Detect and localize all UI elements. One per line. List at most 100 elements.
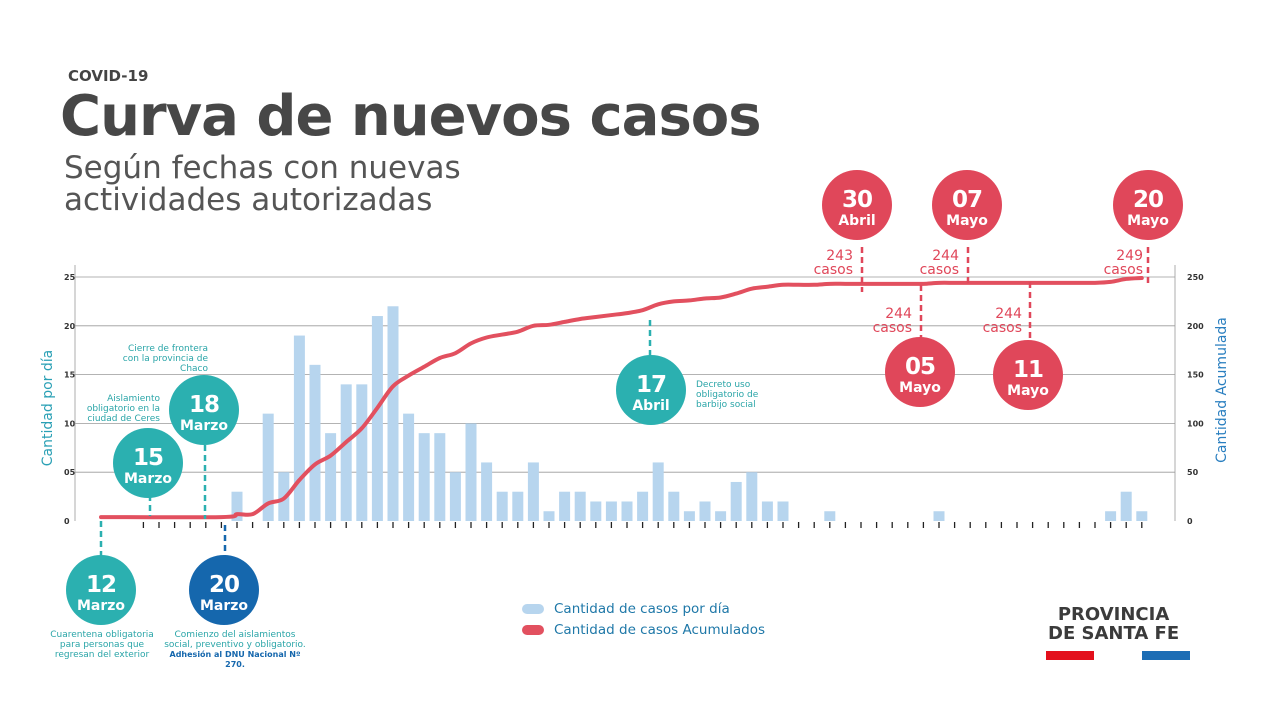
bar (231, 491, 243, 521)
event-05-mayo-circle (885, 337, 955, 407)
bar (715, 511, 727, 521)
bar (605, 501, 617, 521)
bar (652, 462, 664, 521)
bar (668, 491, 680, 521)
bar (434, 433, 446, 521)
note-12-marzo: Cuarentena obligatoria para personas que… (50, 630, 154, 660)
event-12-marzo-day: 12 (86, 572, 116, 598)
bar (418, 433, 430, 521)
event-20-mayo-day: 20 (1133, 187, 1163, 213)
y-tick-label: 05 (64, 468, 76, 477)
bar (543, 511, 555, 521)
bar (465, 423, 477, 521)
bar (449, 472, 461, 521)
bar (1120, 491, 1132, 521)
y-axis-title: Cantidad por día (40, 350, 56, 466)
casos-30-abril: 243 casos (813, 248, 853, 278)
bar (527, 462, 539, 521)
bar (293, 335, 305, 521)
bar (481, 462, 493, 521)
event-07-mayo-month: Mayo (946, 213, 988, 229)
y2-tick-label: 250 (1187, 273, 1204, 282)
y2-tick-label: 50 (1187, 468, 1199, 477)
note-17-abril: Decreto uso obligatorio de barbijo socia… (696, 380, 759, 410)
casos-05-mayo: 244 casos (872, 306, 912, 336)
casos-20-mayo: 249 casos (1103, 248, 1143, 278)
chart-subtitle: Según fechas con nuevas actividades auto… (64, 150, 461, 218)
bar (496, 491, 508, 521)
chart-title: Curva de nuevos casos (60, 84, 762, 149)
legend-item-cumulative: Cantidad de casos Acumulados (522, 619, 765, 641)
legend-swatch-daily (522, 604, 544, 614)
bar (512, 491, 524, 521)
legend-swatch-cumulative (522, 625, 544, 635)
bar (590, 501, 602, 521)
y2-tick-label: 200 (1187, 322, 1204, 331)
y2-tick-label: 150 (1187, 371, 1204, 380)
note-18-marzo: Cierre de frontera con la provincia de C… (122, 344, 208, 374)
note-20-marzo-text: Comienzo del aislamientos social, preven… (164, 630, 306, 650)
y-tick-label: 0 (64, 517, 70, 526)
note-20-marzo: Comienzo del aislamientos social, preven… (160, 630, 310, 670)
bar (730, 481, 742, 521)
y2-tick-label: 100 (1187, 419, 1204, 428)
bar (683, 511, 695, 521)
event-15-marzo-circle (113, 428, 183, 498)
event-20-marzo-month: Marzo (200, 598, 248, 614)
logo-blue-bar (1142, 651, 1190, 660)
event-15-marzo-day: 15 (133, 445, 163, 471)
bar (340, 384, 352, 521)
bar (356, 384, 368, 521)
bar (824, 511, 836, 521)
bar (761, 501, 773, 521)
bar (621, 501, 633, 521)
bar (777, 501, 789, 521)
event-05-mayo-day: 05 (905, 354, 935, 380)
bar (387, 306, 399, 521)
cumulative-line (99, 275, 1144, 520)
casos-11-mayo: 244 casos (982, 306, 1022, 336)
event-18-marzo-circle (169, 375, 239, 445)
event-30-abril-circle (822, 170, 892, 240)
bar (637, 491, 649, 521)
bar (574, 491, 586, 521)
y-tick-label: 10 (64, 419, 76, 428)
event-15-marzo-month: Marzo (124, 471, 172, 487)
event-07-mayo-circle (932, 170, 1002, 240)
event-11-mayo-circle (993, 340, 1063, 410)
event-30-abril-day: 30 (842, 187, 872, 213)
bar (746, 472, 758, 521)
bar (559, 491, 571, 521)
event-12-marzo-circle (66, 555, 136, 625)
bar (1136, 511, 1148, 521)
event-17-abril-circle (616, 355, 686, 425)
bar (403, 413, 415, 521)
bar (309, 364, 321, 521)
event-20-marzo-day: 20 (209, 572, 239, 598)
event-17-abril-day: 17 (636, 372, 666, 398)
event-11-mayo-month: Mayo (1007, 383, 1049, 399)
y-tick-label: 25 (64, 273, 76, 282)
event-05-mayo-month: Mayo (899, 380, 941, 396)
kicker: COVID-19 (68, 67, 149, 85)
note-15-marzo: Aislamiento obligatorio en la ciudad de … (86, 394, 160, 424)
event-20-mayo-circle (1113, 170, 1183, 240)
logo-provincia-santa-fe: PROVINCIA DE SANTA FE (1048, 604, 1180, 644)
event-18-marzo-day: 18 (189, 392, 219, 418)
event-30-abril-month: Abril (838, 213, 875, 229)
y2-axis-title: Cantidad Acumulada (1214, 317, 1230, 463)
bar (1105, 511, 1117, 521)
y2-tick-label: 0 (1187, 517, 1193, 526)
bar (933, 511, 945, 521)
event-20-marzo-circle (189, 555, 259, 625)
y-tick-label: 15 (64, 371, 76, 380)
bar (325, 433, 337, 521)
legend-label-cumulative: Cantidad de casos Acumulados (554, 622, 766, 638)
bar (371, 316, 383, 521)
bar (699, 501, 711, 521)
note-20-marzo-bold: Adhesión al DNU Nacional Nº 270. (169, 650, 301, 669)
legend-item-daily: Cantidad de casos por día (522, 599, 765, 619)
event-17-abril-month: Abril (632, 398, 669, 414)
bar (262, 413, 274, 521)
